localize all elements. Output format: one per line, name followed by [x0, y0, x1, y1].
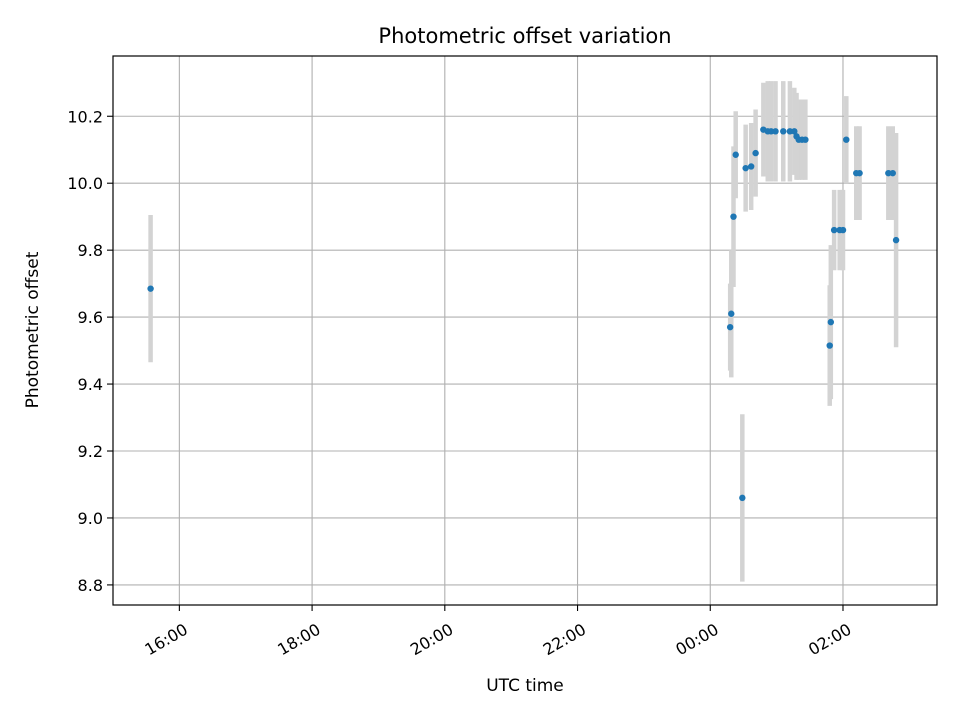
- data-point: [739, 494, 746, 502]
- data-point: [147, 285, 154, 292]
- data-point: [889, 169, 896, 177]
- data-point: [892, 236, 900, 244]
- data-point: [767, 128, 775, 135]
- data-point: [726, 323, 734, 331]
- y-tick-label: 8.8: [78, 576, 103, 595]
- data-point: [856, 169, 863, 177]
- data-point: [786, 128, 794, 135]
- data-points: [147, 126, 900, 502]
- data-point: [802, 136, 809, 143]
- y-axis-label: Photometric offset: [23, 251, 43, 408]
- y-tick-label: 9.6: [78, 308, 103, 327]
- data-point: [885, 169, 892, 177]
- data-point: [772, 128, 779, 135]
- x-axis-label: UTC time: [486, 676, 564, 696]
- data-point: [826, 342, 833, 349]
- data-point: [730, 213, 737, 220]
- data-point: [791, 128, 798, 135]
- y-tick-label: 9.8: [78, 241, 103, 260]
- data-point: [742, 164, 749, 172]
- data-point: [732, 151, 739, 158]
- data-point: [830, 226, 838, 234]
- y-tick-label: 9.4: [78, 375, 103, 394]
- data-point: [843, 136, 850, 143]
- chart-title: Photometric offset variation: [378, 24, 671, 48]
- plot-frame: [112, 55, 938, 606]
- y-tick-label: 9.0: [78, 509, 103, 528]
- data-point: [752, 149, 759, 157]
- y-tick-label: 10.2: [67, 107, 103, 126]
- data-point: [728, 310, 735, 317]
- y-tick-label: 10.0: [67, 174, 103, 193]
- data-point: [780, 128, 787, 135]
- y-tick-label: 9.2: [78, 442, 103, 461]
- data-point: [747, 163, 755, 170]
- data-point: [827, 318, 835, 326]
- data-point: [839, 226, 847, 234]
